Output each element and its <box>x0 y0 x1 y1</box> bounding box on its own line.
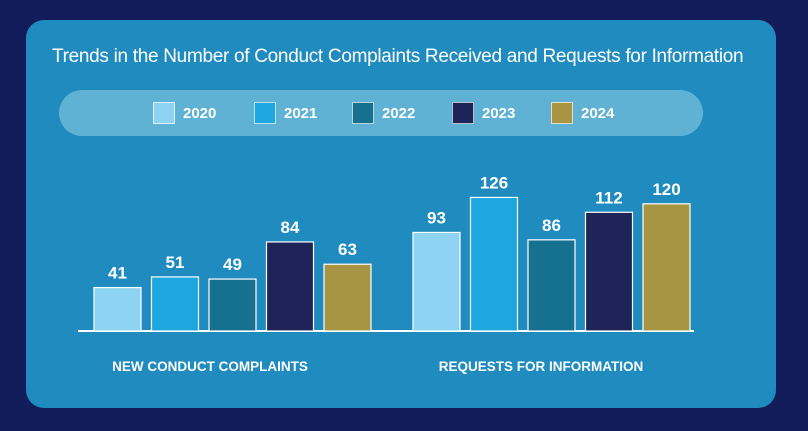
data-label-complaints-2020: 41 <box>108 264 127 283</box>
chart-title: Trends in the Number of Conduct Complain… <box>52 46 744 67</box>
bar-requests-2024 <box>642 203 691 332</box>
bar-chart: 41 51 49 84 63 93 126 86 112 120 <box>78 173 694 332</box>
legend-label-2024: 2024 <box>581 104 615 122</box>
chart-panel: Trends in the Number of Conduct Complain… <box>26 20 776 408</box>
data-label-complaints-2023: 84 <box>281 218 300 237</box>
legend-label-2020: 2020 <box>183 104 217 122</box>
legend-item-2023: 2023 <box>452 101 515 125</box>
data-label-requests-2024: 120 <box>652 180 680 199</box>
legend-swatch-2023 <box>452 102 474 124</box>
category-label-requests-for-information: REQUESTS FOR INFORMATION <box>438 359 644 374</box>
data-label-complaints-2021: 51 <box>166 253 185 272</box>
legend-label-2021: 2021 <box>284 104 318 122</box>
data-label-complaints-2024: 63 <box>338 240 357 259</box>
data-label-requests-2021: 126 <box>480 173 508 192</box>
legend-swatch-2022 <box>352 102 374 124</box>
legend-item-2020: 2020 <box>153 101 216 125</box>
bar-requests-2023 <box>584 211 634 332</box>
bar-requests-2020 <box>412 231 461 332</box>
legend-swatch-2024 <box>551 102 573 124</box>
category-label-new-conduct-complaints: NEW CONDUCT COMPLAINTS <box>112 359 308 374</box>
legend-label-2022: 2022 <box>382 104 416 122</box>
legend-swatch-2020 <box>153 102 175 124</box>
legend-item-2022: 2022 <box>352 101 415 125</box>
bar-complaints-2024 <box>323 263 372 332</box>
data-label-requests-2020: 93 <box>427 208 446 227</box>
legend-item-2024: 2024 <box>551 101 614 125</box>
bar-requests-2021 <box>469 196 519 332</box>
data-label-complaints-2022: 49 <box>223 255 242 274</box>
bar-complaints-2023 <box>265 241 315 332</box>
bar-complaints-2021 <box>150 276 200 332</box>
bar-requests-2022 <box>527 239 576 332</box>
legend-label-2023: 2023 <box>482 104 516 122</box>
bar-complaints-2022 <box>208 278 257 332</box>
data-label-requests-2022: 86 <box>542 216 561 235</box>
legend-swatch-2021 <box>254 102 276 124</box>
data-label-requests-2023: 112 <box>595 188 622 207</box>
bar-complaints-2020 <box>93 286 142 332</box>
legend-item-2021: 2021 <box>254 101 317 125</box>
legend: 2020 2021 2022 2023 2024 <box>59 90 703 136</box>
